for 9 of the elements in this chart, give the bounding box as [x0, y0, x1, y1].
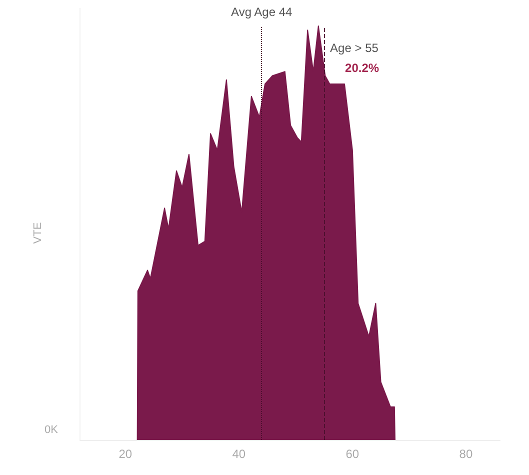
x-tick-label: 60 [346, 447, 360, 461]
y-axis-title: VTE [32, 222, 44, 244]
x-tick-label: 80 [459, 447, 473, 461]
ref-line-label: Avg Age 44 [231, 5, 293, 19]
annotation: 20.2% [345, 61, 380, 75]
ref-line-label: Age > 55 [330, 41, 379, 55]
x-tick-label: 40 [232, 447, 246, 461]
text: 0K [44, 424, 59, 436]
x-tick-label: 20 [118, 447, 132, 461]
